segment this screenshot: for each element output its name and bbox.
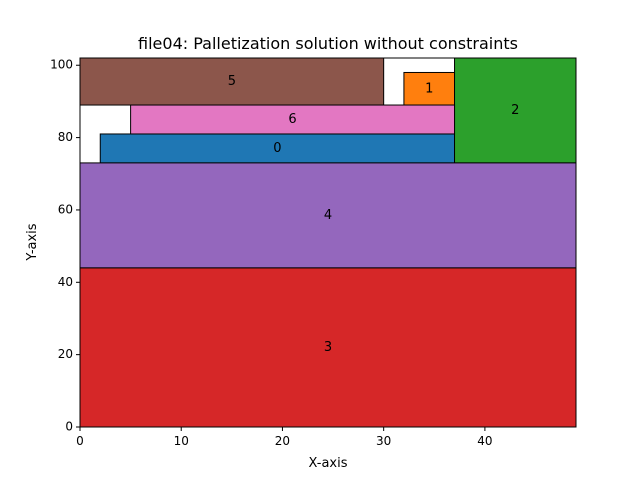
- plot-area: 0 1 2 3 4 5 6: [79, 57, 577, 428]
- x-axis-label: X-axis: [309, 456, 348, 471]
- y-tick-label: 100: [50, 58, 73, 72]
- box-label-4: 4: [324, 208, 332, 223]
- y-axis: 0 20 40 60 80 100: [50, 58, 80, 434]
- x-axis: 0 10 20 30 40: [76, 427, 493, 448]
- x-tick-label: 30: [376, 434, 391, 448]
- x-tick-label: 40: [477, 434, 492, 448]
- box-label-5: 5: [228, 74, 236, 89]
- x-tick-label: 0: [76, 434, 84, 448]
- y-axis-label: Y-axis: [25, 223, 40, 261]
- box-6: [130, 104, 456, 135]
- y-tick-label: 20: [58, 347, 73, 361]
- box-label-6: 6: [288, 112, 296, 127]
- chart-title: file04: Palletization solution without c…: [138, 34, 518, 53]
- box-label-3: 3: [324, 340, 332, 355]
- box-0: [99, 133, 456, 164]
- box-5: [79, 57, 385, 106]
- box-4: [79, 162, 577, 269]
- x-tick-label: 10: [174, 434, 189, 448]
- y-tick-label: 80: [58, 130, 73, 144]
- x-tick-label: 20: [275, 434, 290, 448]
- y-tick-label: 60: [58, 202, 73, 216]
- y-tick-label: 40: [58, 275, 73, 289]
- plot-frame: [79, 57, 577, 428]
- y-tick-label: 0: [65, 420, 73, 434]
- box-1: [403, 71, 456, 106]
- box-label-0: 0: [273, 141, 281, 156]
- box-label-2: 2: [511, 103, 519, 118]
- box-3: [79, 267, 577, 428]
- box-label-1: 1: [425, 81, 433, 96]
